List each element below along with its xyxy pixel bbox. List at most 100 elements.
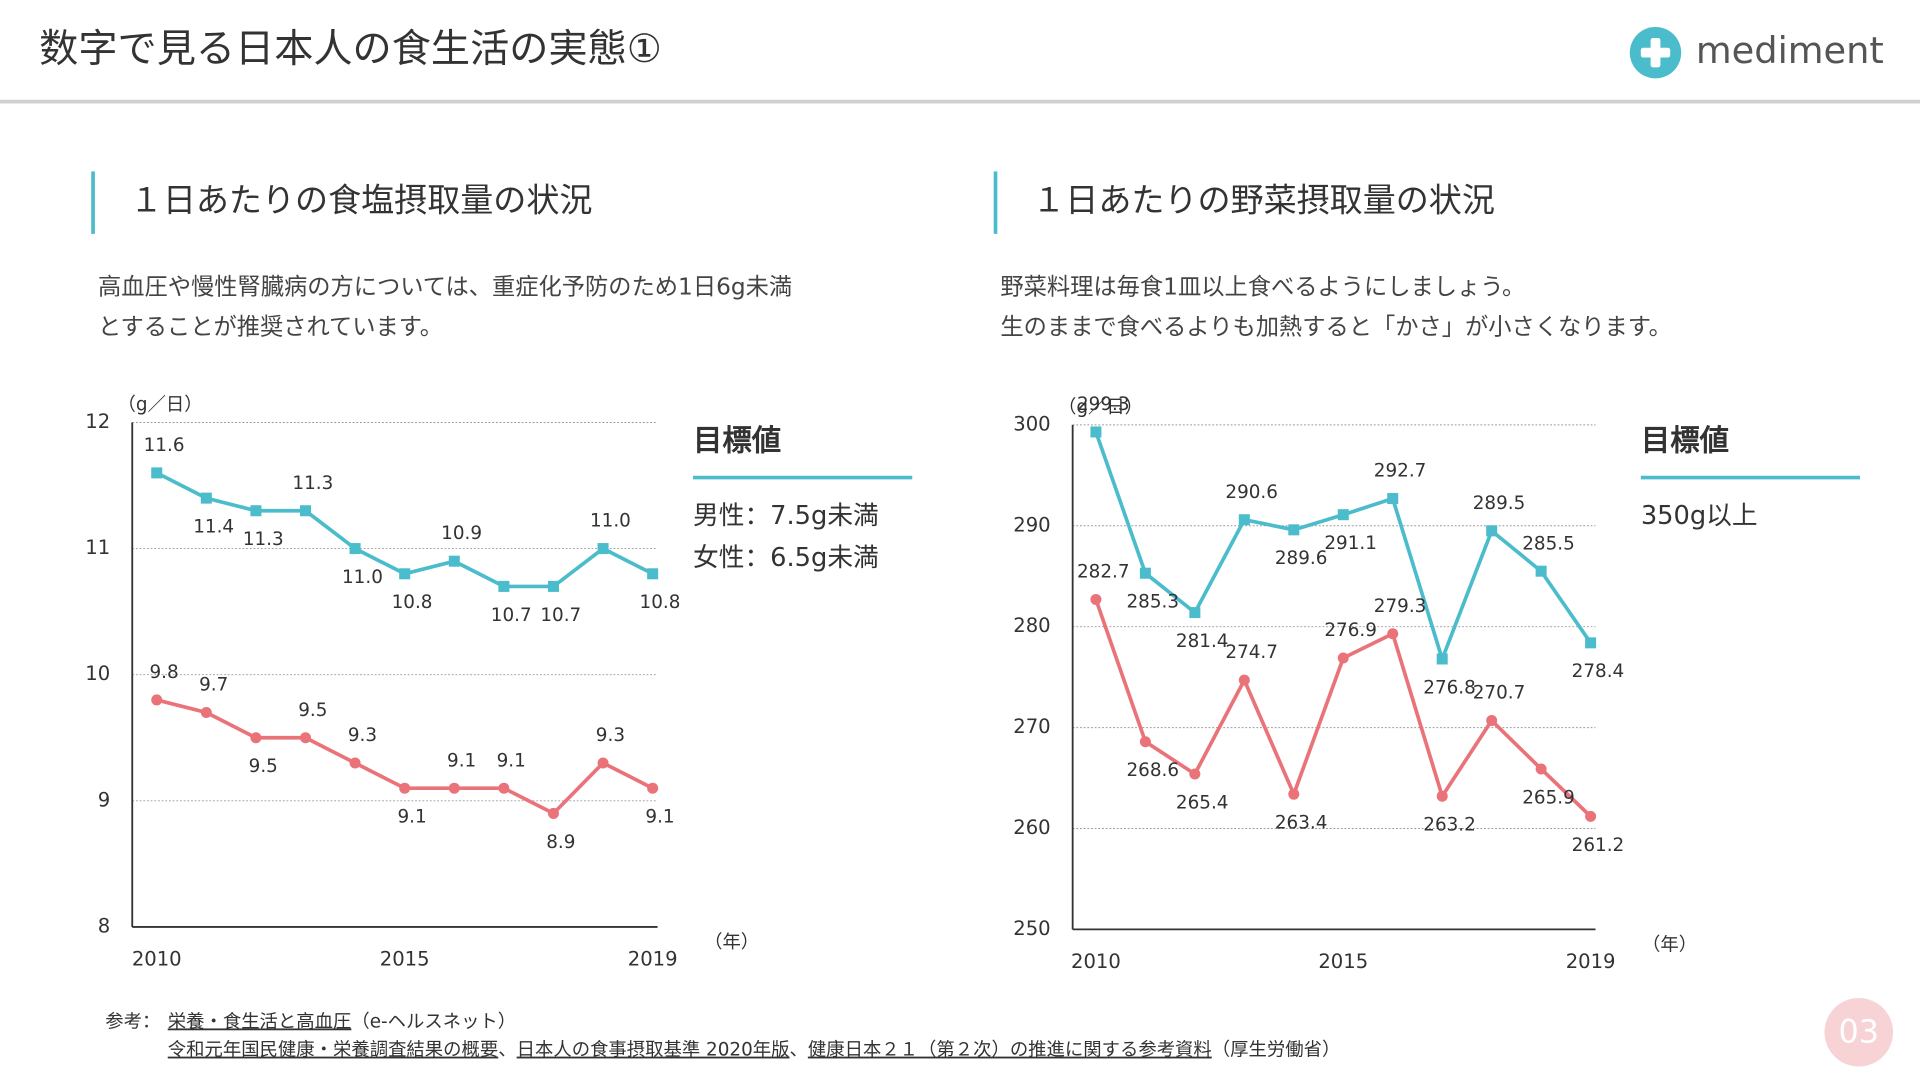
data-point xyxy=(300,505,312,517)
reference-line: 栄養・食生活と高血圧（e-ヘルスネット） xyxy=(168,1011,516,1032)
data-label: 11.0 xyxy=(342,567,383,588)
data-point xyxy=(597,543,609,555)
logo-text: mediment xyxy=(1696,29,1884,72)
data-point xyxy=(200,492,212,504)
data-label: 9.1 xyxy=(645,807,674,828)
data-label: 9.8 xyxy=(149,662,178,683)
data-label: 11.3 xyxy=(292,473,333,494)
section-title: １日あたりの野菜摂取量の状況 xyxy=(1032,181,1495,220)
x-tick-label: 2019 xyxy=(628,948,678,971)
data-point xyxy=(1585,637,1597,649)
data-point xyxy=(200,707,212,719)
data-point xyxy=(349,757,361,769)
data-label: 289.6 xyxy=(1275,548,1328,569)
x-tick-label: 2010 xyxy=(132,948,182,971)
data-point xyxy=(1189,607,1201,619)
y-tick-label: 270 xyxy=(1013,715,1050,738)
y-tick-label: 300 xyxy=(1013,412,1050,435)
data-label: 274.7 xyxy=(1225,642,1278,663)
data-label: 10.7 xyxy=(491,605,532,626)
data-label: 285.5 xyxy=(1522,533,1575,554)
data-label: 261.2 xyxy=(1572,835,1625,856)
reference-part: 令和元年国民健康・栄養調査結果の概要 xyxy=(168,1040,498,1061)
data-point xyxy=(151,467,163,479)
data-point xyxy=(250,732,262,744)
data-point xyxy=(547,580,559,592)
data-point xyxy=(1337,509,1349,521)
data-point xyxy=(448,555,460,567)
section-title: １日あたりの食塩摂取量の状況 xyxy=(130,181,593,220)
data-label: 11.0 xyxy=(590,511,631,532)
y-tick-label: 260 xyxy=(1013,816,1050,839)
data-point xyxy=(547,807,559,819)
data-point xyxy=(1535,763,1547,775)
y-axis-label: （g／日） xyxy=(1058,397,1143,418)
data-label: 290.6 xyxy=(1225,482,1278,503)
data-point xyxy=(250,505,262,517)
x-tick-label: 2010 xyxy=(1071,950,1121,973)
reference-label: 参考： xyxy=(105,1011,160,1032)
data-point xyxy=(399,782,411,794)
y-tick-label: 280 xyxy=(1013,614,1050,637)
y-tick-label: 12 xyxy=(85,410,110,433)
data-label: 285.3 xyxy=(1126,592,1179,613)
data-point xyxy=(1486,715,1498,727)
reference-part: 健康日本２１（第２次）の推進に関する参考資料 xyxy=(808,1040,1212,1061)
target-line: 男性：7.5g未満 xyxy=(693,501,879,531)
data-point xyxy=(1436,790,1448,802)
data-point xyxy=(647,782,659,794)
x-tick-label: 2015 xyxy=(1318,950,1368,973)
data-label: 10.8 xyxy=(392,592,433,613)
data-point xyxy=(1337,652,1349,664)
description: 生のままで食べるよりも加熱すると「かさ」が小さくなります。 xyxy=(1000,314,1671,341)
data-label: 278.4 xyxy=(1572,661,1625,682)
target-title: 目標値 xyxy=(693,424,781,458)
data-point xyxy=(1387,493,1399,505)
y-tick-label: 8 xyxy=(98,914,110,937)
data-label: 276.8 xyxy=(1423,677,1476,698)
data-label: 10.7 xyxy=(540,605,581,626)
reference-part: 、 xyxy=(498,1040,516,1061)
data-label: 8.9 xyxy=(546,832,575,853)
data-point xyxy=(349,543,361,555)
x-tick-label: 2019 xyxy=(1566,950,1616,973)
data-label: 9.7 xyxy=(199,675,228,696)
data-point xyxy=(1288,788,1300,800)
data-point xyxy=(1585,810,1597,822)
data-label: 263.4 xyxy=(1275,813,1328,834)
reference-part: 日本人の食事摂取基準 2020年版 xyxy=(517,1040,790,1061)
description: 野菜料理は毎食1皿以上食べるようにしましょう。 xyxy=(1000,273,1525,300)
data-point xyxy=(1436,653,1448,665)
y-tick-label: 11 xyxy=(85,536,110,559)
data-point xyxy=(597,757,609,769)
data-point xyxy=(498,782,510,794)
reference-part: 、 xyxy=(789,1040,807,1061)
data-line xyxy=(156,698,654,816)
data-label: 11.6 xyxy=(144,435,185,456)
data-point xyxy=(399,568,411,580)
data-label: 268.6 xyxy=(1126,760,1179,781)
x-axis-label: （年） xyxy=(704,932,759,953)
data-label: 263.2 xyxy=(1423,815,1476,836)
reference-part: （厚生労働省） xyxy=(1212,1040,1341,1061)
data-label: 9.3 xyxy=(596,725,625,746)
target-line: 350g以上 xyxy=(1641,501,1758,531)
data-point xyxy=(1387,628,1399,640)
data-point xyxy=(448,782,460,794)
data-label: 299.3 xyxy=(1077,394,1130,415)
data-label: 279.3 xyxy=(1374,596,1427,617)
data-point xyxy=(1189,768,1201,780)
target-line: 女性：6.5g未満 xyxy=(693,543,879,573)
description: 高血圧や慢性腎臓病の方については、重症化予防のため1日6g未満 xyxy=(98,273,792,300)
data-label: 9.1 xyxy=(497,750,526,771)
data-label: 265.9 xyxy=(1522,787,1575,808)
reference-line: 令和元年国民健康・栄養調査結果の概要、日本人の食事摂取基準 2020年版、健康日… xyxy=(168,1040,1341,1061)
y-tick-label: 10 xyxy=(85,662,110,685)
data-label: 289.5 xyxy=(1473,493,1526,514)
reference-part: （e-ヘルスネット） xyxy=(351,1011,516,1032)
data-point xyxy=(1090,593,1102,605)
reference-part: 栄養・食生活と高血圧 xyxy=(168,1011,352,1032)
data-label: 9.1 xyxy=(447,750,476,771)
description: とすることが推奨されています。 xyxy=(98,314,443,341)
